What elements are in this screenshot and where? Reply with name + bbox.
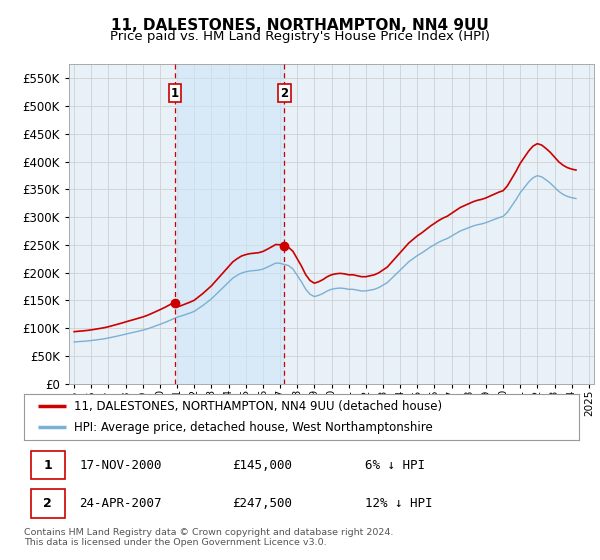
Text: 12% ↓ HPI: 12% ↓ HPI [365, 497, 433, 510]
Text: £145,000: £145,000 [232, 459, 292, 472]
Text: 11, DALESTONES, NORTHAMPTON, NN4 9UU (detached house): 11, DALESTONES, NORTHAMPTON, NN4 9UU (de… [74, 400, 442, 413]
Text: 2: 2 [280, 87, 289, 100]
Text: Price paid vs. HM Land Registry's House Price Index (HPI): Price paid vs. HM Land Registry's House … [110, 30, 490, 43]
Text: £247,500: £247,500 [232, 497, 292, 510]
Text: 1: 1 [171, 87, 179, 100]
Text: 11, DALESTONES, NORTHAMPTON, NN4 9UU: 11, DALESTONES, NORTHAMPTON, NN4 9UU [111, 18, 489, 33]
Text: 2: 2 [43, 497, 52, 510]
Text: 24-APR-2007: 24-APR-2007 [79, 497, 162, 510]
Text: HPI: Average price, detached house, West Northamptonshire: HPI: Average price, detached house, West… [74, 421, 433, 433]
Text: 6% ↓ HPI: 6% ↓ HPI [365, 459, 425, 472]
Text: 17-NOV-2000: 17-NOV-2000 [79, 459, 162, 472]
FancyBboxPatch shape [31, 489, 65, 517]
Text: Contains HM Land Registry data © Crown copyright and database right 2024.
This d: Contains HM Land Registry data © Crown c… [24, 528, 394, 547]
Text: 1: 1 [43, 459, 52, 472]
FancyBboxPatch shape [31, 451, 65, 479]
